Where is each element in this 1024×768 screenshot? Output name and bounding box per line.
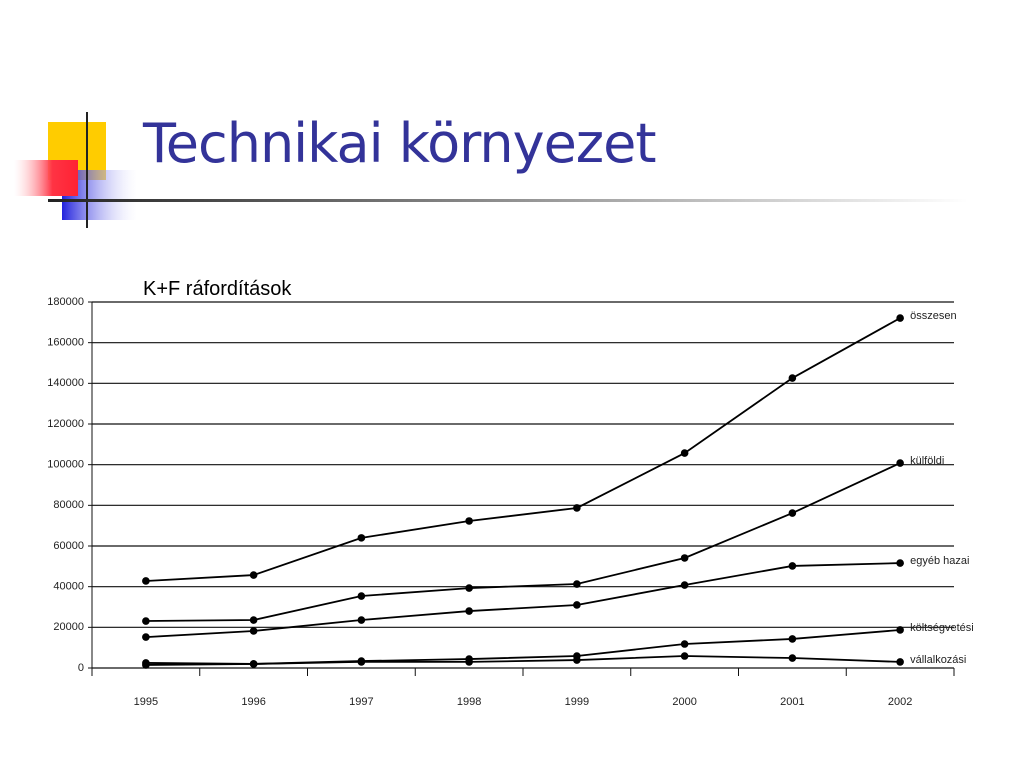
data-point <box>573 504 581 512</box>
data-point <box>573 656 581 664</box>
data-point <box>249 571 258 579</box>
series-label: összesen <box>910 310 956 322</box>
data-point <box>680 554 689 562</box>
y-tick-label: 60000 <box>53 540 84 552</box>
y-tick-label: 120000 <box>47 418 84 430</box>
deco-rule <box>48 199 968 202</box>
data-point <box>896 459 904 467</box>
data-point <box>249 616 258 624</box>
data-point <box>357 616 366 624</box>
y-tick-label: 160000 <box>47 337 84 349</box>
data-point <box>788 635 797 643</box>
x-tick-label: 1995 <box>134 696 158 708</box>
series-label: vállalkozási <box>910 654 966 666</box>
series-line <box>145 655 901 666</box>
data-point <box>896 559 904 567</box>
x-tick-label: 2000 <box>672 696 696 708</box>
data-point <box>142 661 150 669</box>
x-tick-label: 1996 <box>241 696 265 708</box>
data-point <box>142 617 150 625</box>
data-point <box>249 660 258 668</box>
data-point <box>896 658 904 666</box>
data-point <box>465 517 473 525</box>
data-point <box>465 584 473 592</box>
series-label: egyéb hazai <box>910 555 969 567</box>
data-point <box>680 449 689 457</box>
data-point <box>142 633 150 641</box>
deco-red <box>14 160 78 196</box>
data-point <box>680 640 689 648</box>
data-point <box>788 374 797 382</box>
data-point <box>142 577 150 585</box>
x-tick-label: 1999 <box>565 696 589 708</box>
data-point <box>788 509 797 517</box>
y-tick-label: 100000 <box>47 459 84 471</box>
y-tick-label: 20000 <box>53 621 84 633</box>
data-point <box>573 601 581 609</box>
series-line <box>145 462 901 622</box>
data-point <box>680 652 689 660</box>
y-tick-label: 140000 <box>47 377 84 389</box>
chart-title: K+F ráfordítások <box>143 278 292 300</box>
plot: 0 20000 40000 60000 80000 100000 120000 140000 1… <box>47 296 973 708</box>
series-line <box>145 629 901 665</box>
data-point <box>680 581 689 589</box>
y-tick-label: 0 <box>78 662 84 674</box>
data-point <box>573 580 581 588</box>
data-point <box>896 314 904 322</box>
x-tick-label: 1998 <box>457 696 481 708</box>
series-label: költségvetési <box>910 622 974 634</box>
data-point <box>249 627 258 635</box>
x-tick-label: 2001 <box>780 696 804 708</box>
x-tick-label: 2002 <box>888 696 912 708</box>
data-point <box>788 562 797 570</box>
series-line <box>145 317 901 582</box>
data-point <box>357 658 366 666</box>
data-point <box>357 534 366 542</box>
data-point <box>465 658 473 666</box>
y-tick-label: 40000 <box>53 581 84 593</box>
slide-title: Technikai környezet <box>143 112 657 175</box>
y-tick-label: 80000 <box>53 499 84 511</box>
data-point <box>788 654 797 662</box>
x-tick-label: 1997 <box>349 696 373 708</box>
y-tick-label: 180000 <box>47 296 84 308</box>
series-label: külföldi <box>910 455 944 467</box>
data-point <box>357 592 366 600</box>
series-line <box>145 562 901 638</box>
data-point <box>896 626 904 634</box>
data-point <box>465 607 473 615</box>
